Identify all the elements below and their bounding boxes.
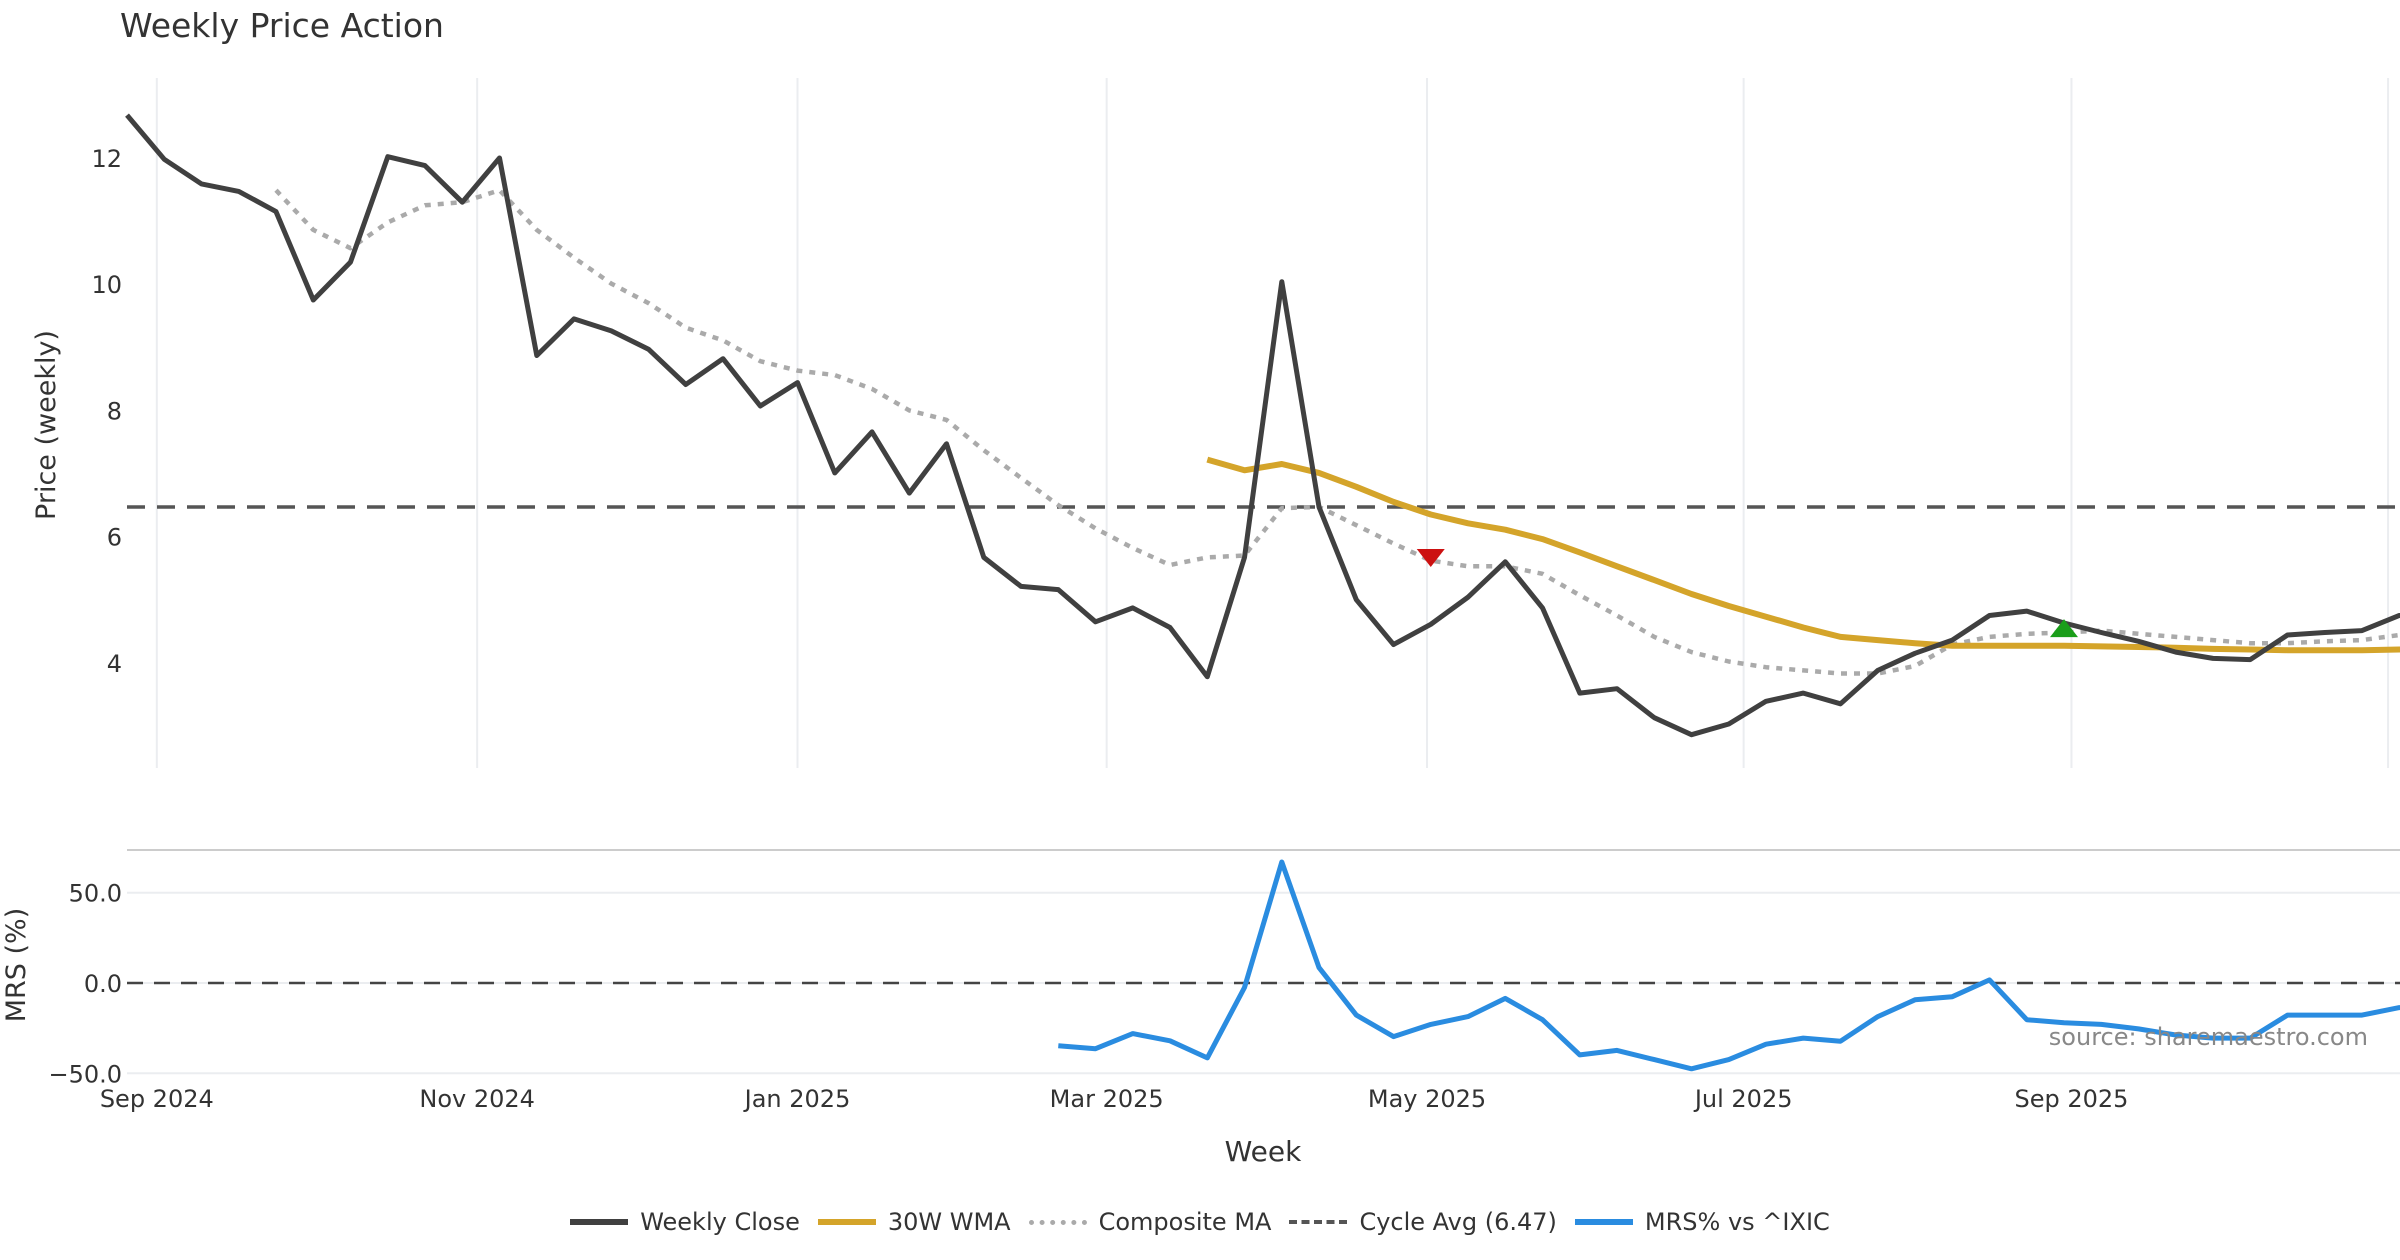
series-layer [125,113,2400,1072]
reference-lines [127,505,2400,985]
legend-item-mrs[interactable]: MRS% vs ^IXIC [1574,1208,1830,1236]
price-y-tick-label: 6 [107,524,122,552]
price-y-tick-label: 8 [107,397,122,425]
legend-label: Weekly Close [640,1208,800,1236]
x-tick-label: Sep 2025 [2014,1085,2128,1113]
legend-item-cycle-avg[interactable]: Cycle Avg (6.47) [1289,1208,1557,1236]
source-annotation: source: sharemaestro.com [2049,1023,2368,1051]
x-axis-label: Week [1225,1135,1302,1168]
x-tick-label: Jul 2025 [1693,1085,1793,1113]
legend-swatch-weekly-close [570,1219,629,1225]
legend-label: MRS% vs ^IXIC [1644,1208,1830,1236]
weekly-close-line [125,113,2400,738]
mrs-line [1058,859,2400,1072]
price-y-tick-label: 10 [91,271,122,299]
legend-item-weekly-close[interactable]: Weekly Close [570,1208,800,1236]
legend-item-composite-ma[interactable]: Composite MA [1028,1208,1272,1236]
x-tick-label: May 2025 [1368,1085,1486,1113]
legend-label: Composite MA [1098,1208,1272,1236]
mrs-y-tick-label: 50.0 [69,880,122,908]
x-tick-label: Jan 2025 [743,1085,851,1113]
mrs-y-tick-label: −50.0 [48,1060,122,1088]
wma-30w-line [1206,456,2400,654]
legend-label: 30W WMA [887,1208,1011,1236]
mrs-y-axis-label: MRS (%) [1,908,32,1023]
x-ticks: Sep 2024 Nov 2024 Jan 2025 Mar 2025 May 2025… [100,1085,2129,1113]
x-tick-label: Sep 2024 [100,1085,214,1113]
price-y-axis-label: Price (weekly) [31,330,62,520]
legend-label: Cycle Avg (6.47) [1359,1208,1557,1236]
legend: Weekly Close 30W WMA Composite MA Cycle … [0,1208,2400,1236]
x-tick-label: Mar 2025 [1050,1085,1164,1113]
mrs-y-tick-label: 0.0 [84,970,122,998]
legend-item-30w-wma[interactable]: 30W WMA [817,1208,1011,1236]
marker-layer [1416,549,2078,638]
legend-swatch-cycle-avg [1289,1220,1348,1224]
price-y-tick-label: 12 [91,145,122,173]
composite-ma-line [274,187,2400,676]
legend-swatch-composite-ma [1028,1219,1087,1225]
legend-swatch-mrs [1574,1219,1633,1225]
price-y-tick-label: 4 [107,650,122,678]
buy-signal-marker [2050,619,2078,638]
sell-signal-marker [1416,549,1445,568]
price-y-ticks: 4 6 8 10 12 [91,145,122,678]
legend-swatch-30w-wma [817,1219,876,1225]
price-gridlines [155,78,2390,768]
chart-title: Weekly Price Action [120,6,444,45]
mrs-y-ticks: 50.0 0.0 −50.0 [48,880,122,1089]
x-tick-label: Nov 2024 [419,1085,535,1113]
